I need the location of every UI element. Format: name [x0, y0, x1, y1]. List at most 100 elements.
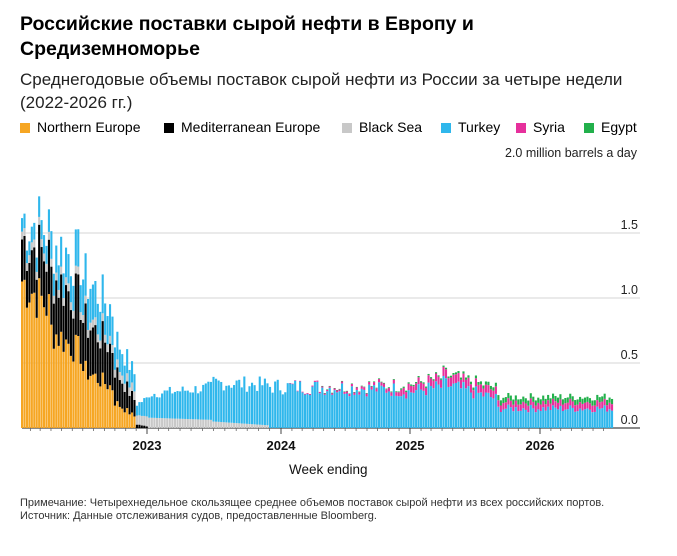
bar-segment [55, 272, 58, 281]
bar-segment [62, 351, 65, 428]
bar-segment [38, 224, 41, 279]
bar-segment [62, 305, 65, 352]
bar-segment [248, 386, 251, 424]
bar-segment [454, 374, 458, 383]
bar-segment [111, 352, 114, 391]
bar-segment [435, 372, 438, 374]
bar-segment [163, 390, 166, 419]
bar-segment [407, 382, 410, 384]
bar-segment [499, 400, 502, 406]
bar-segment [328, 386, 331, 388]
bar-segment [375, 391, 378, 428]
bar-segment [603, 398, 606, 406]
bar-segment [365, 396, 368, 428]
bar-segment [449, 386, 453, 428]
bar-segment [126, 349, 129, 374]
bar-segment [494, 386, 497, 394]
bar-segment [52, 295, 55, 304]
bar-segment [133, 399, 136, 417]
bar-segment [522, 408, 525, 428]
bar-segment [484, 381, 487, 385]
bar-segment [400, 389, 403, 397]
bar-segment [42, 235, 46, 254]
bar-segment [138, 402, 141, 416]
bar-segment [64, 339, 68, 428]
bar-segment [118, 372, 121, 381]
legend: Northern Europe Mediterranean Europe Bla… [20, 119, 660, 137]
bar-segment [294, 380, 297, 428]
legend-swatch [516, 123, 526, 133]
bar-segment [472, 390, 475, 399]
bar-segment [395, 392, 398, 396]
legend-label: Northern Europe [37, 119, 141, 135]
bar-segment [140, 415, 143, 426]
bar-segment [179, 418, 182, 428]
bar-segment [340, 380, 344, 382]
bar-segment [549, 410, 552, 428]
bar-segment [348, 393, 351, 397]
bar-segment [368, 384, 371, 428]
bar-segment [158, 397, 161, 419]
bar-segment [479, 392, 482, 428]
bar-segment [91, 327, 94, 375]
bar-segment [410, 384, 413, 386]
bar-segment [235, 423, 238, 428]
bar-segment [430, 385, 433, 428]
bar-segment [415, 382, 418, 384]
bar-segment [256, 390, 259, 425]
bar-segment [509, 395, 512, 401]
bar-segment [113, 377, 116, 406]
bar-segment [437, 376, 440, 385]
bar-segment [524, 409, 527, 428]
bar-segment [360, 385, 363, 387]
bar-segment [207, 419, 210, 428]
bar-segment [82, 322, 85, 372]
bar-segment [340, 381, 344, 384]
bar-segment [194, 419, 197, 428]
chart-subtitle: Среднегодовые объемы поставок сырой нефт… [20, 70, 623, 112]
bar-segment [482, 388, 485, 397]
bar-segment [593, 411, 596, 428]
bar-segment [276, 379, 279, 428]
bar-segment [358, 391, 361, 393]
bar-segment [258, 424, 261, 428]
bar-segment [517, 411, 520, 428]
bar-segment [564, 398, 567, 404]
bar-segment [227, 385, 230, 423]
bar-segment [395, 391, 398, 393]
bar-segment [425, 387, 428, 396]
bar-segment [373, 385, 376, 428]
bar-segment [133, 374, 136, 392]
bar-segment [472, 398, 475, 428]
bar-segment [294, 380, 297, 381]
bar-segment [323, 394, 326, 428]
bar-segment [135, 405, 138, 416]
bar-segment [606, 411, 609, 428]
bar-segment [166, 418, 169, 428]
bar-segment [469, 381, 473, 385]
bar-segment [230, 387, 233, 423]
bar-segment [444, 369, 448, 379]
bar-segment [454, 372, 458, 375]
bar-segment [263, 425, 266, 428]
bar-segment [21, 281, 24, 428]
bar-segment [33, 292, 36, 428]
bar-segment [204, 383, 207, 420]
bar-segment [382, 382, 386, 384]
bar-segment [467, 377, 470, 387]
bar-segment [497, 406, 500, 428]
bar-segment [316, 381, 319, 428]
bar-segment [33, 222, 36, 240]
bar-segment [79, 285, 82, 313]
bar-segment [519, 404, 522, 411]
bar-segment [415, 383, 418, 391]
bar-segment [57, 345, 60, 428]
bar-segment [601, 396, 604, 402]
bar-segment [148, 417, 151, 428]
bar-segment [245, 391, 248, 424]
bar-segment [50, 231, 53, 259]
bar-segment [101, 372, 104, 428]
bar-segment [50, 266, 53, 325]
bar-segment [410, 385, 413, 393]
bar-segment [23, 213, 26, 229]
